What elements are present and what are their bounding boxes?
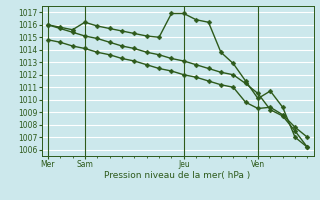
X-axis label: Pression niveau de la mer( hPa ): Pression niveau de la mer( hPa )	[104, 171, 251, 180]
